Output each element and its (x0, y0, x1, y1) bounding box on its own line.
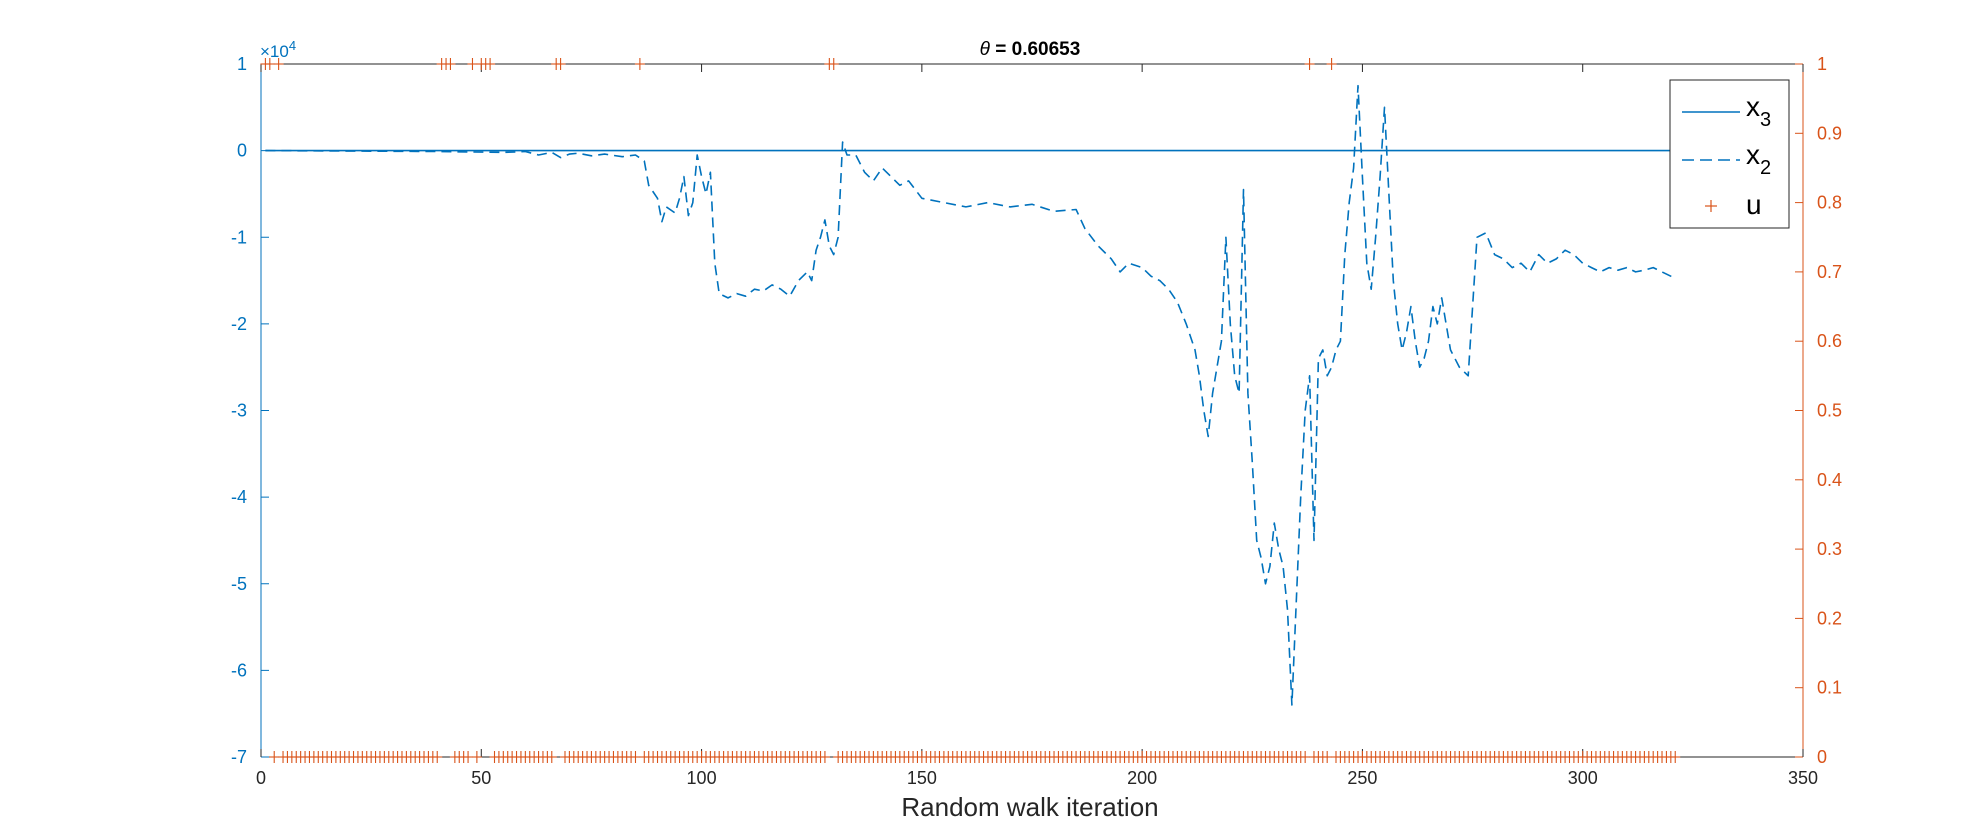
u-marker (264, 58, 275, 70)
x-tick-label: 350 (1788, 768, 1818, 788)
series-u (260, 58, 1681, 763)
u-marker (432, 751, 443, 763)
left-tick-label: -4 (231, 487, 247, 507)
left-tick-label: -6 (231, 660, 247, 680)
u-marker (1300, 751, 1311, 763)
left-tick-label: -2 (231, 314, 247, 334)
legend-swatch-u (1705, 200, 1717, 212)
u-marker (819, 751, 830, 763)
u-marker (1670, 751, 1681, 763)
x-tick-label: 0 (256, 768, 266, 788)
left-tick-label: 0 (237, 141, 247, 161)
series-x2-line (265, 84, 1676, 706)
axis-exponent: ×104 (260, 38, 296, 61)
right-tick-label: 0.5 (1817, 401, 1842, 421)
right-axis-ticks: 1 0.9 0.8 0.7 0.6 0.5 0.4 0.3 0.2 0.1 0 (1795, 54, 1842, 767)
legend: x3 x2 u (1669, 79, 1790, 229)
u-marker (1304, 58, 1315, 70)
u-marker (485, 58, 496, 70)
legend-label-x3: x3 (1746, 91, 1771, 131)
u-marker (467, 58, 478, 70)
right-tick-label: 0.2 (1817, 608, 1842, 628)
u-marker (634, 58, 645, 70)
right-tick-label: 0.3 (1817, 539, 1842, 559)
series-layer (260, 58, 1681, 763)
u-marker (630, 751, 641, 763)
right-tick-label: 0 (1817, 747, 1827, 767)
u-marker (471, 751, 482, 763)
x-tick-label: 50 (471, 768, 491, 788)
u-marker (269, 751, 280, 763)
x-tick-label: 200 (1127, 768, 1157, 788)
right-tick-label: 0.1 (1817, 678, 1842, 698)
x-tick-label: 300 (1568, 768, 1598, 788)
u-marker (273, 58, 284, 70)
right-tick-label: 0.8 (1817, 193, 1842, 213)
u-marker (445, 58, 456, 70)
left-tick-label: 1 (237, 54, 247, 74)
right-tick-label: 0.6 (1817, 331, 1842, 351)
u-marker (1326, 58, 1337, 70)
left-tick-label: -1 (231, 227, 247, 247)
left-tick-label: -3 (231, 401, 247, 421)
right-tick-label: 0.7 (1817, 262, 1842, 282)
x-tick-label: 250 (1347, 768, 1377, 788)
left-tick-label: -5 (231, 574, 247, 594)
x-tick-label: 150 (907, 768, 937, 788)
x-axis-ticks: 0 50 100 150 200 250 300 350 (256, 64, 1818, 788)
left-tick-label: -7 (231, 747, 247, 767)
right-tick-label: 0.9 (1817, 123, 1842, 143)
u-marker (555, 58, 566, 70)
axes (260, 63, 1804, 758)
u-marker (546, 751, 557, 763)
right-tick-label: 0.4 (1817, 470, 1842, 490)
legend-label-u: u (1746, 189, 1762, 220)
x-tick-label: 100 (687, 768, 717, 788)
u-marker (463, 751, 474, 763)
legend-box (1669, 79, 1790, 229)
x-axis-label: Random walk iteration (901, 792, 1158, 822)
left-axis-ticks: 1 0 -1 -2 -3 -4 -5 -6 -7 (231, 54, 269, 767)
chart-title: θ = 0.60653 (980, 39, 1081, 60)
legend-label-x2: x2 (1746, 139, 1771, 179)
right-tick-label: 1 (1817, 54, 1827, 74)
u-marker (828, 58, 839, 70)
u-marker (1322, 751, 1333, 763)
